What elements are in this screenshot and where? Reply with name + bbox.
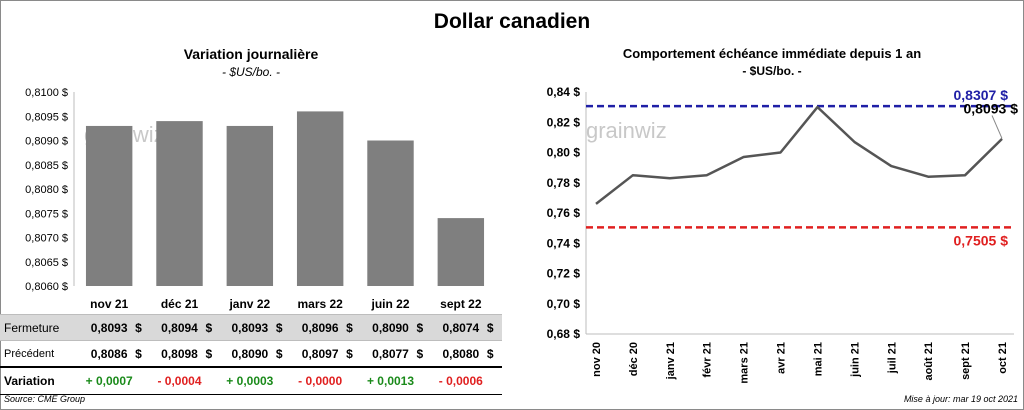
- x-tick-label: avr 21: [776, 342, 788, 374]
- bar: [437, 218, 485, 286]
- x-tick-label: août 21: [923, 342, 935, 381]
- y-tick-label: 0,84 $: [547, 85, 581, 99]
- y-tick-label: 0,72 $: [547, 267, 581, 281]
- line-chart: grainwiz 0,68 $ 0,70 $ 0,72 $ 0,74 $ 0,76 $ 0,…: [547, 85, 1019, 384]
- source-note: Source: CME Group: [4, 394, 86, 404]
- y-tick-label: 0,8075 $: [25, 208, 68, 220]
- currency-symbol: $: [346, 321, 353, 335]
- watermark: grainwiz: [586, 118, 667, 143]
- currency-symbol: $: [486, 321, 494, 335]
- y-tick-label: 0,78 $: [547, 176, 581, 190]
- table-cell: 0,8094: [161, 321, 198, 335]
- update-note: Mise à jour: mar 19 oct 2021: [903, 394, 1018, 404]
- y-tick-label: 0,8060 $: [25, 281, 68, 293]
- x-tick-label: nov 21: [90, 297, 128, 311]
- currency-symbol: $: [416, 321, 424, 335]
- bar: [296, 111, 344, 287]
- left-chart-title: Variation journalière: [183, 46, 319, 62]
- y-tick-label: 0,8090 $: [25, 136, 68, 148]
- x-tick-label: déc 21: [161, 297, 199, 311]
- y-tick-label: 0,80 $: [547, 146, 581, 160]
- row-label: Fermeture: [4, 321, 60, 335]
- last-value-label: 0,8093 $: [964, 100, 1019, 116]
- table-cell: - 0,0004: [157, 374, 202, 388]
- currency-symbol: $: [205, 347, 213, 361]
- y-tick-label: 0,8070 $: [25, 233, 68, 245]
- table-cell: 0,8093: [90, 321, 128, 335]
- currency-symbol: $: [135, 321, 142, 335]
- y-tick-label: 0,82 $: [547, 115, 581, 129]
- x-tick-label: janv 21: [665, 342, 677, 380]
- row-label: Précédent: [4, 348, 55, 360]
- x-tick-label: mars 21: [739, 342, 751, 384]
- y-tick-label: 0,8085 $: [25, 160, 68, 172]
- x-tick-label: sept 22: [440, 297, 482, 311]
- x-tick-label: janv 22: [228, 297, 270, 311]
- table-cell: 0,8074: [442, 321, 480, 335]
- y-tick-label: 0,74 $: [547, 236, 581, 250]
- previous-row: Précédent 0,8086 $0,8098 $0,8090 $0,8097 $0,8…: [0, 340, 502, 367]
- table-cell: + 0,0013: [366, 374, 415, 388]
- right-chart-unit: - $US/bo. -: [742, 64, 802, 78]
- x-tick-label: févr 21: [702, 342, 714, 377]
- x-tick-label: sept 21: [960, 342, 972, 380]
- y-tick-label: 0,68 $: [547, 327, 581, 341]
- row-label: Variation: [4, 374, 55, 388]
- table-cell: 0,8090: [372, 321, 409, 335]
- table-cell: 0,8097: [301, 347, 339, 361]
- x-tick-label: juin 21: [849, 342, 861, 378]
- page-title: Dollar canadien: [433, 10, 591, 33]
- bar: [156, 121, 203, 286]
- currency-symbol: $: [346, 347, 353, 361]
- table-cell: 0,8080: [442, 347, 480, 361]
- currency-symbol: $: [135, 347, 142, 361]
- currency-symbol: $: [275, 321, 283, 335]
- y-tick-label: 0,8100 $: [25, 87, 68, 99]
- currency-symbol: $: [416, 347, 424, 361]
- table-cell: + 0,0007: [85, 374, 133, 388]
- currency-symbol: $: [486, 347, 494, 361]
- y-tick-label: 0,8080 $: [25, 184, 68, 196]
- y-tick-label: 0,8095 $: [25, 111, 68, 123]
- bar: [85, 125, 133, 286]
- x-tick-label: nov 20: [591, 342, 603, 377]
- left-chart-unit: - $US/bo. -: [221, 65, 281, 79]
- price-series-line: [595, 105, 1003, 205]
- low-reference-label: 0,7505 $: [954, 232, 1009, 248]
- x-tick-label: déc 20: [628, 342, 640, 376]
- close-row: Fermeture 0,8093 $0,8094 $0,8093 $0,8096 $0,8…: [0, 314, 502, 341]
- currency-symbol: $: [275, 347, 283, 361]
- high-reference-label: 0,8307 $: [954, 87, 1009, 103]
- table-cell: 0,8077: [372, 347, 409, 361]
- table-cell: 0,8086: [90, 347, 128, 361]
- table-cell: - 0,0006: [438, 374, 483, 388]
- last-value-leader: [991, 115, 1003, 139]
- currency-symbol: $: [205, 321, 213, 335]
- x-tick-label: mars 22: [297, 297, 343, 311]
- x-tick-label: juin 22: [370, 297, 409, 311]
- y-tick-label: 0,76 $: [547, 206, 581, 220]
- x-tick-label: oct 21: [997, 342, 1009, 374]
- x-tick-label: mai 21: [812, 342, 824, 376]
- table-cell: - 0,0000: [298, 374, 343, 388]
- bar: [367, 140, 414, 286]
- variation-row: Variation + 0,0007 - 0,0004 + 0,0003 - 0,000…: [0, 366, 502, 395]
- y-tick-label: 0,70 $: [547, 297, 581, 311]
- table-cell: 0,8090: [231, 347, 269, 361]
- y-tick-label: 0,8065 $: [25, 257, 68, 269]
- x-tick-label: juil 21: [886, 342, 898, 374]
- table-cell: + 0,0003: [226, 374, 274, 388]
- table-cell: 0,8096: [301, 321, 339, 335]
- table-cell: 0,8093: [231, 321, 269, 335]
- table-cell: 0,8098: [161, 347, 198, 361]
- right-chart-title: Comportement échéance immédiate depuis 1…: [622, 46, 922, 61]
- bar: [226, 125, 274, 286]
